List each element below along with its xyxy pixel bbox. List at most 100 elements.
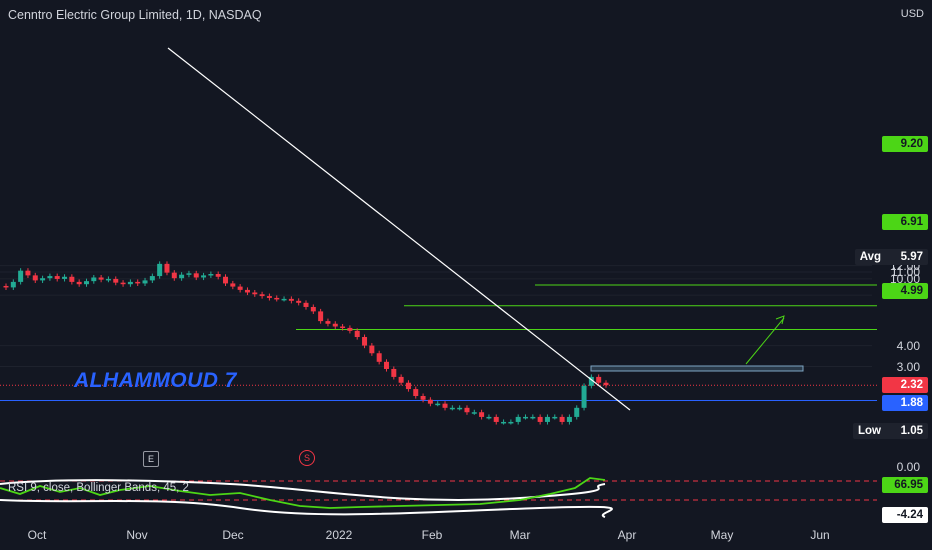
candle-body [501,421,507,424]
candle-body [54,276,60,279]
candle-body [442,403,448,408]
candle-body [464,407,470,413]
projection-arrow [745,317,785,365]
price-tick: 10.00 [889,271,920,286]
candle-body [113,278,119,283]
level-badge-2: 6.91 [882,214,928,230]
candle-body [398,376,404,383]
candle-body [508,421,514,424]
time-axis-label: Nov [126,528,148,542]
candle-body [76,281,82,285]
candle-body [142,280,148,284]
candle-body [186,273,192,275]
price-tick: 11.00 [890,264,920,279]
candle-body [552,416,558,419]
candle-body [310,306,316,312]
candle-body [47,276,53,279]
rsi-value-badge: 66.95 [882,477,928,493]
candle-body [40,278,46,281]
candle-body [259,294,265,297]
split-event-icon[interactable]: S [299,450,315,466]
candle-body [332,323,338,327]
low-label: Low [853,423,886,439]
candle-body [281,298,287,301]
candle-body [537,416,543,422]
time-axis-label: Dec [222,528,244,542]
candle-body [149,276,155,281]
avg-value-badge: 5.97 [882,249,928,265]
candle-body [296,300,302,303]
rsi-indicator-label[interactable]: RSI 9, close, Bollinger Bands, 45, 2 [8,482,189,494]
level-badge-1: 9.20 [882,136,928,152]
candle-body [288,298,294,301]
candle-body [18,270,24,282]
candle-body [559,416,565,422]
time-axis-label: Mar [509,528,531,542]
candle-body [171,272,177,279]
candle-body [493,416,499,422]
blue-level-badge: 1.88 [882,395,928,411]
candle-body [530,416,536,419]
author-watermark: ALHAMMOUD 7 [74,369,237,392]
candle-body [237,286,243,290]
currency-label[interactable]: USD [900,8,924,20]
candle-body [486,416,492,419]
candle-body [581,385,587,408]
candle-body [449,407,455,410]
candle-body [120,282,126,285]
candle-body [3,285,9,288]
candle-body [435,403,441,406]
candle-body [383,361,389,369]
time-axis-label: May [710,528,734,542]
candle-body [83,281,89,285]
candle-body [391,368,397,377]
candle-body [574,407,580,417]
candle-body [376,353,382,362]
candle-body [230,283,236,287]
candle-body [157,263,163,277]
last-price-badge: 2.32 [882,377,928,393]
candle-body [25,270,31,276]
symbol-title[interactable]: Cenntro Electric Group Limited, 1D, NASD… [8,8,262,22]
time-axis-label: 2022 [325,528,353,542]
candle-body [369,345,375,354]
candle-body [105,278,111,281]
earnings-event-icon[interactable]: E [143,451,159,467]
rsi-line [0,477,606,509]
candle-body [62,276,68,279]
arrow-head [775,315,785,325]
candle-body [208,274,214,276]
candle-body [413,389,419,396]
trendline [167,47,631,411]
candle-body [164,263,170,273]
candle-body [354,330,360,338]
candle-body [544,416,550,422]
candle-body [223,276,229,284]
candle-body [479,412,485,417]
candle-body [244,289,250,293]
price-tick: 3.00 [896,359,920,374]
candle-body [135,281,141,284]
candle-body [515,416,521,422]
candle-body [347,327,353,331]
candle-body [215,274,221,277]
candle-body [32,275,38,281]
candle-body [10,281,16,288]
candle-body [471,412,477,414]
bollinger-lower [0,499,613,518]
candle-body [69,276,75,282]
candle-body [201,275,207,278]
level-badge-3: 4.99 [882,283,928,299]
candle-body [427,399,433,404]
low-value-badge: 1.05 [882,423,928,439]
candle-body [596,376,602,383]
candle-body [98,277,104,280]
time-axis-label: Feb [421,528,443,542]
candle-body [179,274,185,279]
candle-body [362,337,368,346]
time-axis-label: Jun [810,528,830,542]
candle-body [91,277,97,282]
candle-body [274,297,280,300]
candle-body [603,382,609,386]
